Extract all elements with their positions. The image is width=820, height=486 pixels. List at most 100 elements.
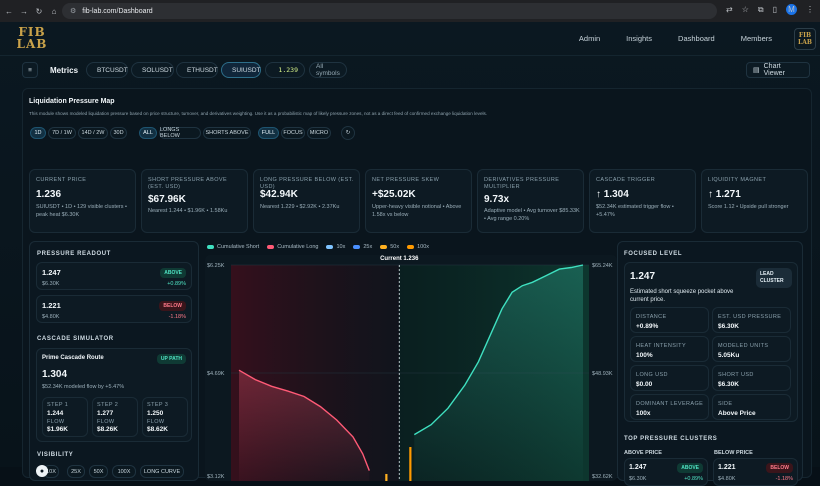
top-cluster-above[interactable]: 1.247 ABOVE $6.30K +0.89%	[624, 458, 708, 486]
stat-sub: Nearest 1.229 • $2.92K • 2.37Ku	[260, 204, 340, 210]
bookmark-star-icon[interactable]: ☆	[741, 5, 749, 14]
filter-longs-below[interactable]: LONGS BELOW	[159, 127, 201, 139]
cascade-step: STEP 3 1.250 FLOW $8.62K	[142, 397, 188, 437]
stat-value: ↑ 1.271	[708, 189, 741, 200]
sidebar-icon[interactable]: ▯	[772, 5, 777, 14]
status-badge: ABOVE	[160, 268, 186, 278]
refresh-button[interactable]: ↻	[341, 126, 355, 140]
legend-swatch	[207, 245, 214, 249]
all-symbols-button[interactable]: All symbols	[309, 62, 347, 78]
stat-label: DERIVATIVES PRESSURE MULTIPLIER	[484, 177, 560, 190]
step-price: 1.244	[47, 410, 64, 417]
forward-icon[interactable]: →	[20, 6, 28, 16]
step-price: 1.250	[147, 410, 164, 417]
focused-cell: MODELED UNITS 5.05Ku	[712, 336, 791, 362]
chart-icon: ▤	[753, 67, 760, 74]
filter-1d[interactable]: 1D	[30, 127, 46, 139]
cell-label: LONG USD	[636, 372, 668, 378]
pressure-chart[interactable]: $6.25K $4.69K $3.12K $65.24K $48.93K $32.62K C…	[205, 255, 617, 481]
below-price-title: BELOW PRICE	[714, 450, 753, 456]
site-info-icon[interactable]: ⚙	[70, 8, 77, 15]
profile-avatar[interactable]: M	[786, 4, 797, 15]
cascade-step: STEP 2 1.277 FLOW $8.26K	[92, 397, 138, 437]
chart-viewer-button[interactable]: ▤ Chart Viewer	[746, 62, 810, 78]
home-icon[interactable]: ⌂	[51, 6, 57, 16]
stat-label: SHORT PRESSURE ABOVE (EST. USD)	[148, 177, 228, 190]
filter-shorts-above[interactable]: SHORTS ABOVE	[203, 127, 251, 139]
stat-value: $67.96K	[148, 194, 186, 205]
legend-swatch	[380, 245, 388, 249]
symbol-ethusdt[interactable]: ETHUSDT	[176, 62, 218, 78]
back-icon[interactable]: ←	[5, 6, 13, 16]
view-micro[interactable]: MICRO	[307, 127, 331, 139]
legend-item[interactable]: 50x	[380, 241, 399, 253]
fib-lab-logo[interactable]: FIB LAB	[16, 25, 48, 51]
legend-item[interactable]: 10x	[326, 241, 345, 253]
nav-insights[interactable]: Insights	[626, 34, 653, 43]
stat-value: +$25.02K	[372, 189, 416, 200]
bar-50x	[385, 473, 388, 481]
menu-button[interactable]: ≡	[22, 62, 38, 78]
address-bar[interactable]: ⚙ fib-lab.com/Dashboard	[62, 3, 717, 19]
legend-item[interactable]: Cumulative Short	[207, 241, 259, 253]
cascade-route: Prime Cascade Route	[42, 355, 104, 361]
status-badge: BELOW	[159, 301, 186, 311]
page-description: This module shows modeled liquidation pr…	[29, 111, 488, 116]
cascade-card: Prime Cascade Route UP PATH 1.304 $52.34…	[36, 348, 192, 442]
view-full[interactable]: FULL	[258, 127, 279, 139]
filter-all[interactable]: ALL	[139, 127, 157, 139]
stat-value: 9.73x	[484, 194, 510, 205]
right-column: FOCUSED LEVEL 1.247 LEAD CLUSTER Estimat…	[617, 241, 803, 486]
cell-value: +0.89%	[636, 323, 659, 330]
stat-sub: Nearest 1.244 • $1.96K • 1.58Ku	[148, 208, 228, 214]
metrics-title: Metrics	[50, 66, 79, 75]
cell-value: 100%	[636, 352, 653, 359]
cluster-usd: $6.30K	[629, 476, 647, 482]
focused-level-card: 1.247 LEAD CLUSTER Estimated short squee…	[624, 262, 798, 422]
step-flow: $8.26K	[97, 426, 118, 433]
legend-item[interactable]: 25x	[353, 241, 372, 253]
cluster-price: 1.247	[629, 464, 647, 471]
legend-label: 50x	[390, 244, 400, 250]
stat-label: LIQUIDITY MAGNET	[708, 177, 767, 183]
symbol-btcusdt[interactable]: BTCUSDT	[86, 62, 128, 78]
stat-label: CASCADE TRIGGER	[596, 177, 656, 183]
step-price: 1.277	[97, 410, 114, 417]
stat-label: CURRENT PRICE	[36, 177, 87, 183]
chart-legend: Cumulative Short Cumulative Long 10x 25x 50x…	[207, 241, 429, 253]
nav-dashboard[interactable]: Dashboard	[678, 34, 715, 43]
right-tick-label: $48.93K	[592, 371, 613, 377]
cell-value: $6.30K	[718, 323, 739, 330]
extensions-icon[interactable]: ⧉	[757, 4, 764, 14]
symbol-solusdt[interactable]: SOLUSDT	[131, 62, 174, 78]
symbol-suiusdt[interactable]: SUIUSDT	[221, 62, 261, 78]
filter-14d[interactable]: 14D / 2W	[78, 127, 108, 139]
cluster-usd: $4.80K	[718, 476, 736, 482]
stat-label: LONG PRESSURE BELOW (EST. USD)	[260, 177, 354, 190]
step-label: STEP 1	[47, 402, 69, 408]
cell-value: 5.05Ku	[718, 352, 740, 359]
readout-item-below[interactable]: 1.221 $4.80K BELOW -1.18%	[36, 295, 192, 323]
browser-menu-icon[interactable]: ⋮	[806, 5, 814, 14]
step-flow-label: FLOW	[147, 419, 165, 425]
cell-value: 100x	[636, 410, 651, 417]
nav-admin[interactable]: Admin	[578, 34, 601, 43]
top-clusters-title: TOP PRESSURE CLUSTERS	[624, 436, 718, 442]
long-curve-line	[238, 369, 370, 471]
readout-usd: $4.80K	[42, 314, 60, 320]
filter-7d[interactable]: 7D / 1W	[48, 127, 76, 139]
translate-icon[interactable]: ⇄	[726, 5, 733, 14]
top-nav: FIB LAB Admin Insights Dashboard Members …	[0, 22, 820, 56]
view-focus[interactable]: FOCUS	[281, 127, 305, 139]
stat-card: CURRENT PRICE 1.236 SUIUSDT • 1D • 129 v…	[29, 169, 136, 233]
right-tick-label: $65.24K	[592, 263, 613, 269]
left-tick-label: $4.69K	[207, 371, 225, 377]
legend-item[interactable]: Cumulative Long	[267, 241, 318, 253]
readout-item-above[interactable]: 1.247 $6.30K ABOVE +0.89%	[36, 262, 192, 290]
reload-icon[interactable]: ↻	[35, 6, 43, 16]
nav-members[interactable]: Members	[740, 34, 772, 43]
filter-30d[interactable]: 30D	[110, 127, 127, 139]
top-cluster-below[interactable]: 1.221 BELOW $4.80K -1.18%	[713, 458, 798, 486]
account-logo-button[interactable]: FIB LAB	[794, 28, 816, 50]
legend-item[interactable]: 100x	[407, 241, 429, 253]
